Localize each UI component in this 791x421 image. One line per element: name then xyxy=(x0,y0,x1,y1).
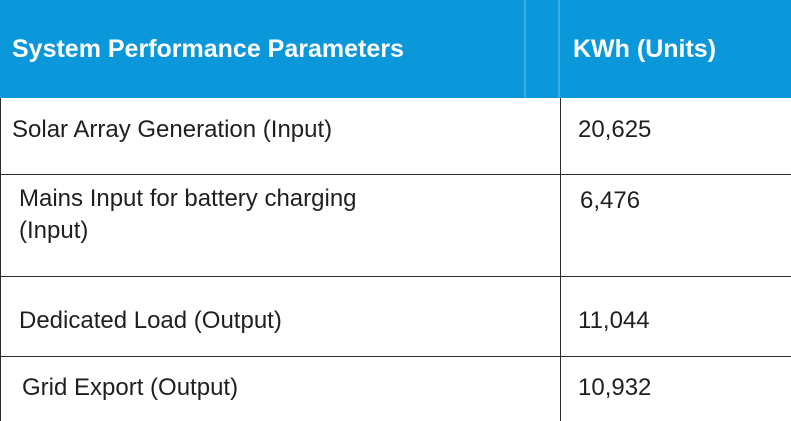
header-units-label: KWh (Units) xyxy=(573,35,717,63)
row-divider xyxy=(0,356,791,357)
row-2-parameter: Mains Input for battery charging (Input) xyxy=(19,185,357,244)
row-1-value: 20,625 xyxy=(578,116,652,143)
header-parameter-label: System Performance Parameters xyxy=(12,35,404,63)
row-divider xyxy=(0,174,791,175)
header-divider xyxy=(524,0,526,98)
row-4-value: 10,932 xyxy=(578,374,652,401)
row-3-value: 11,044 xyxy=(578,307,650,334)
row-3-parameter: Dedicated Load (Output) xyxy=(19,307,282,334)
row-2-value: 6,476 xyxy=(580,187,641,214)
row-1-parameter: Solar Array Generation (Input) xyxy=(12,116,333,143)
column-divider xyxy=(560,98,561,421)
row-divider xyxy=(0,276,791,277)
table-left-border xyxy=(0,98,1,421)
table-header: System Performance Parameters KWh (Units… xyxy=(0,0,791,98)
row-4-parameter: Grid Export (Output) xyxy=(22,374,239,401)
header-divider xyxy=(558,0,560,98)
